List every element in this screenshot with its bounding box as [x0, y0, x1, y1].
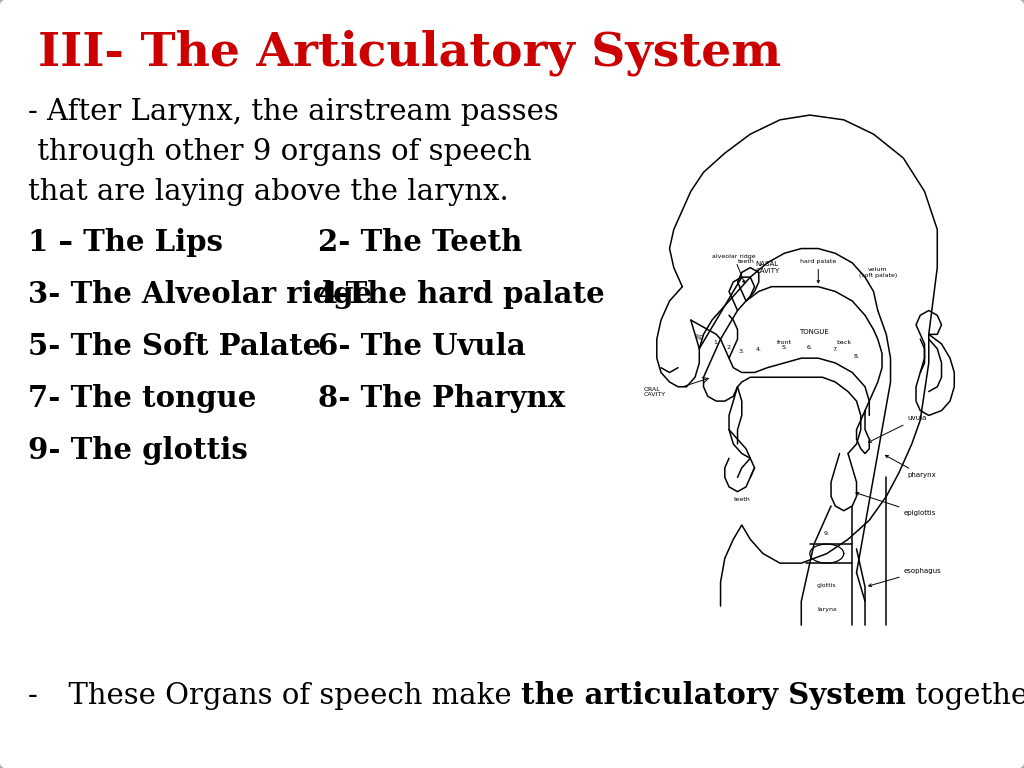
Text: teeth: teeth: [737, 259, 755, 264]
Text: - After Larynx, the airstream passes: - After Larynx, the airstream passes: [28, 98, 559, 126]
Text: back: back: [837, 340, 851, 345]
Text: esophagus: esophagus: [868, 568, 941, 587]
Text: 6.: 6.: [807, 345, 813, 349]
Text: larynx: larynx: [817, 607, 837, 612]
Text: 3- The Alveolar ridge: 3- The Alveolar ridge: [28, 280, 372, 309]
Text: TONGUE: TONGUE: [799, 329, 828, 336]
Text: glottis: glottis: [817, 583, 837, 588]
Text: 6- The Uvula: 6- The Uvula: [318, 332, 525, 361]
Text: 7- The tongue: 7- The tongue: [28, 384, 256, 413]
Text: 8.: 8.: [854, 354, 859, 359]
Text: hard palate: hard palate: [800, 259, 837, 283]
Text: III- The Articulatory System: III- The Articulatory System: [38, 30, 781, 77]
Text: 8- The Pharynx: 8- The Pharynx: [318, 384, 565, 413]
Text: 9.: 9.: [823, 531, 829, 535]
Text: 5.: 5.: [781, 345, 787, 349]
Text: 7.: 7.: [833, 347, 839, 352]
Text: pharynx: pharynx: [886, 455, 936, 478]
Text: These Organs of speech make: These Organs of speech make: [50, 682, 521, 710]
Text: that are laying above the larynx.: that are laying above the larynx.: [28, 178, 509, 206]
Text: velum
(soft palate): velum (soft palate): [859, 267, 897, 278]
Text: -: -: [28, 682, 38, 710]
Text: uvula: uvula: [868, 415, 927, 442]
Text: 4.: 4.: [756, 347, 762, 352]
Text: NASAL
CAVITY: NASAL CAVITY: [755, 261, 779, 274]
Text: 2- The Teeth: 2- The Teeth: [318, 228, 522, 257]
Text: 5- The Soft Palate: 5- The Soft Palate: [28, 332, 322, 361]
Text: epiglottis: epiglottis: [856, 492, 936, 517]
Text: ORAL
CAVITY: ORAL CAVITY: [644, 386, 667, 397]
Text: front: front: [777, 340, 792, 345]
Text: 4-The hard palate: 4-The hard palate: [318, 280, 605, 309]
Text: through other 9 organs of speech: through other 9 organs of speech: [28, 138, 531, 166]
Text: 3.: 3.: [738, 349, 744, 354]
Text: the articulatory System: the articulatory System: [521, 681, 906, 710]
Text: alveolar ridge: alveolar ridge: [712, 254, 756, 283]
Text: 1.: 1.: [714, 340, 719, 345]
Text: 1 – The Lips: 1 – The Lips: [28, 228, 223, 257]
Text: together.: together.: [906, 682, 1024, 710]
Text: 2.: 2.: [726, 345, 732, 349]
Text: 9- The glottis: 9- The glottis: [28, 436, 248, 465]
Text: teeth: teeth: [733, 497, 751, 502]
Text: lip: lip: [695, 334, 703, 340]
